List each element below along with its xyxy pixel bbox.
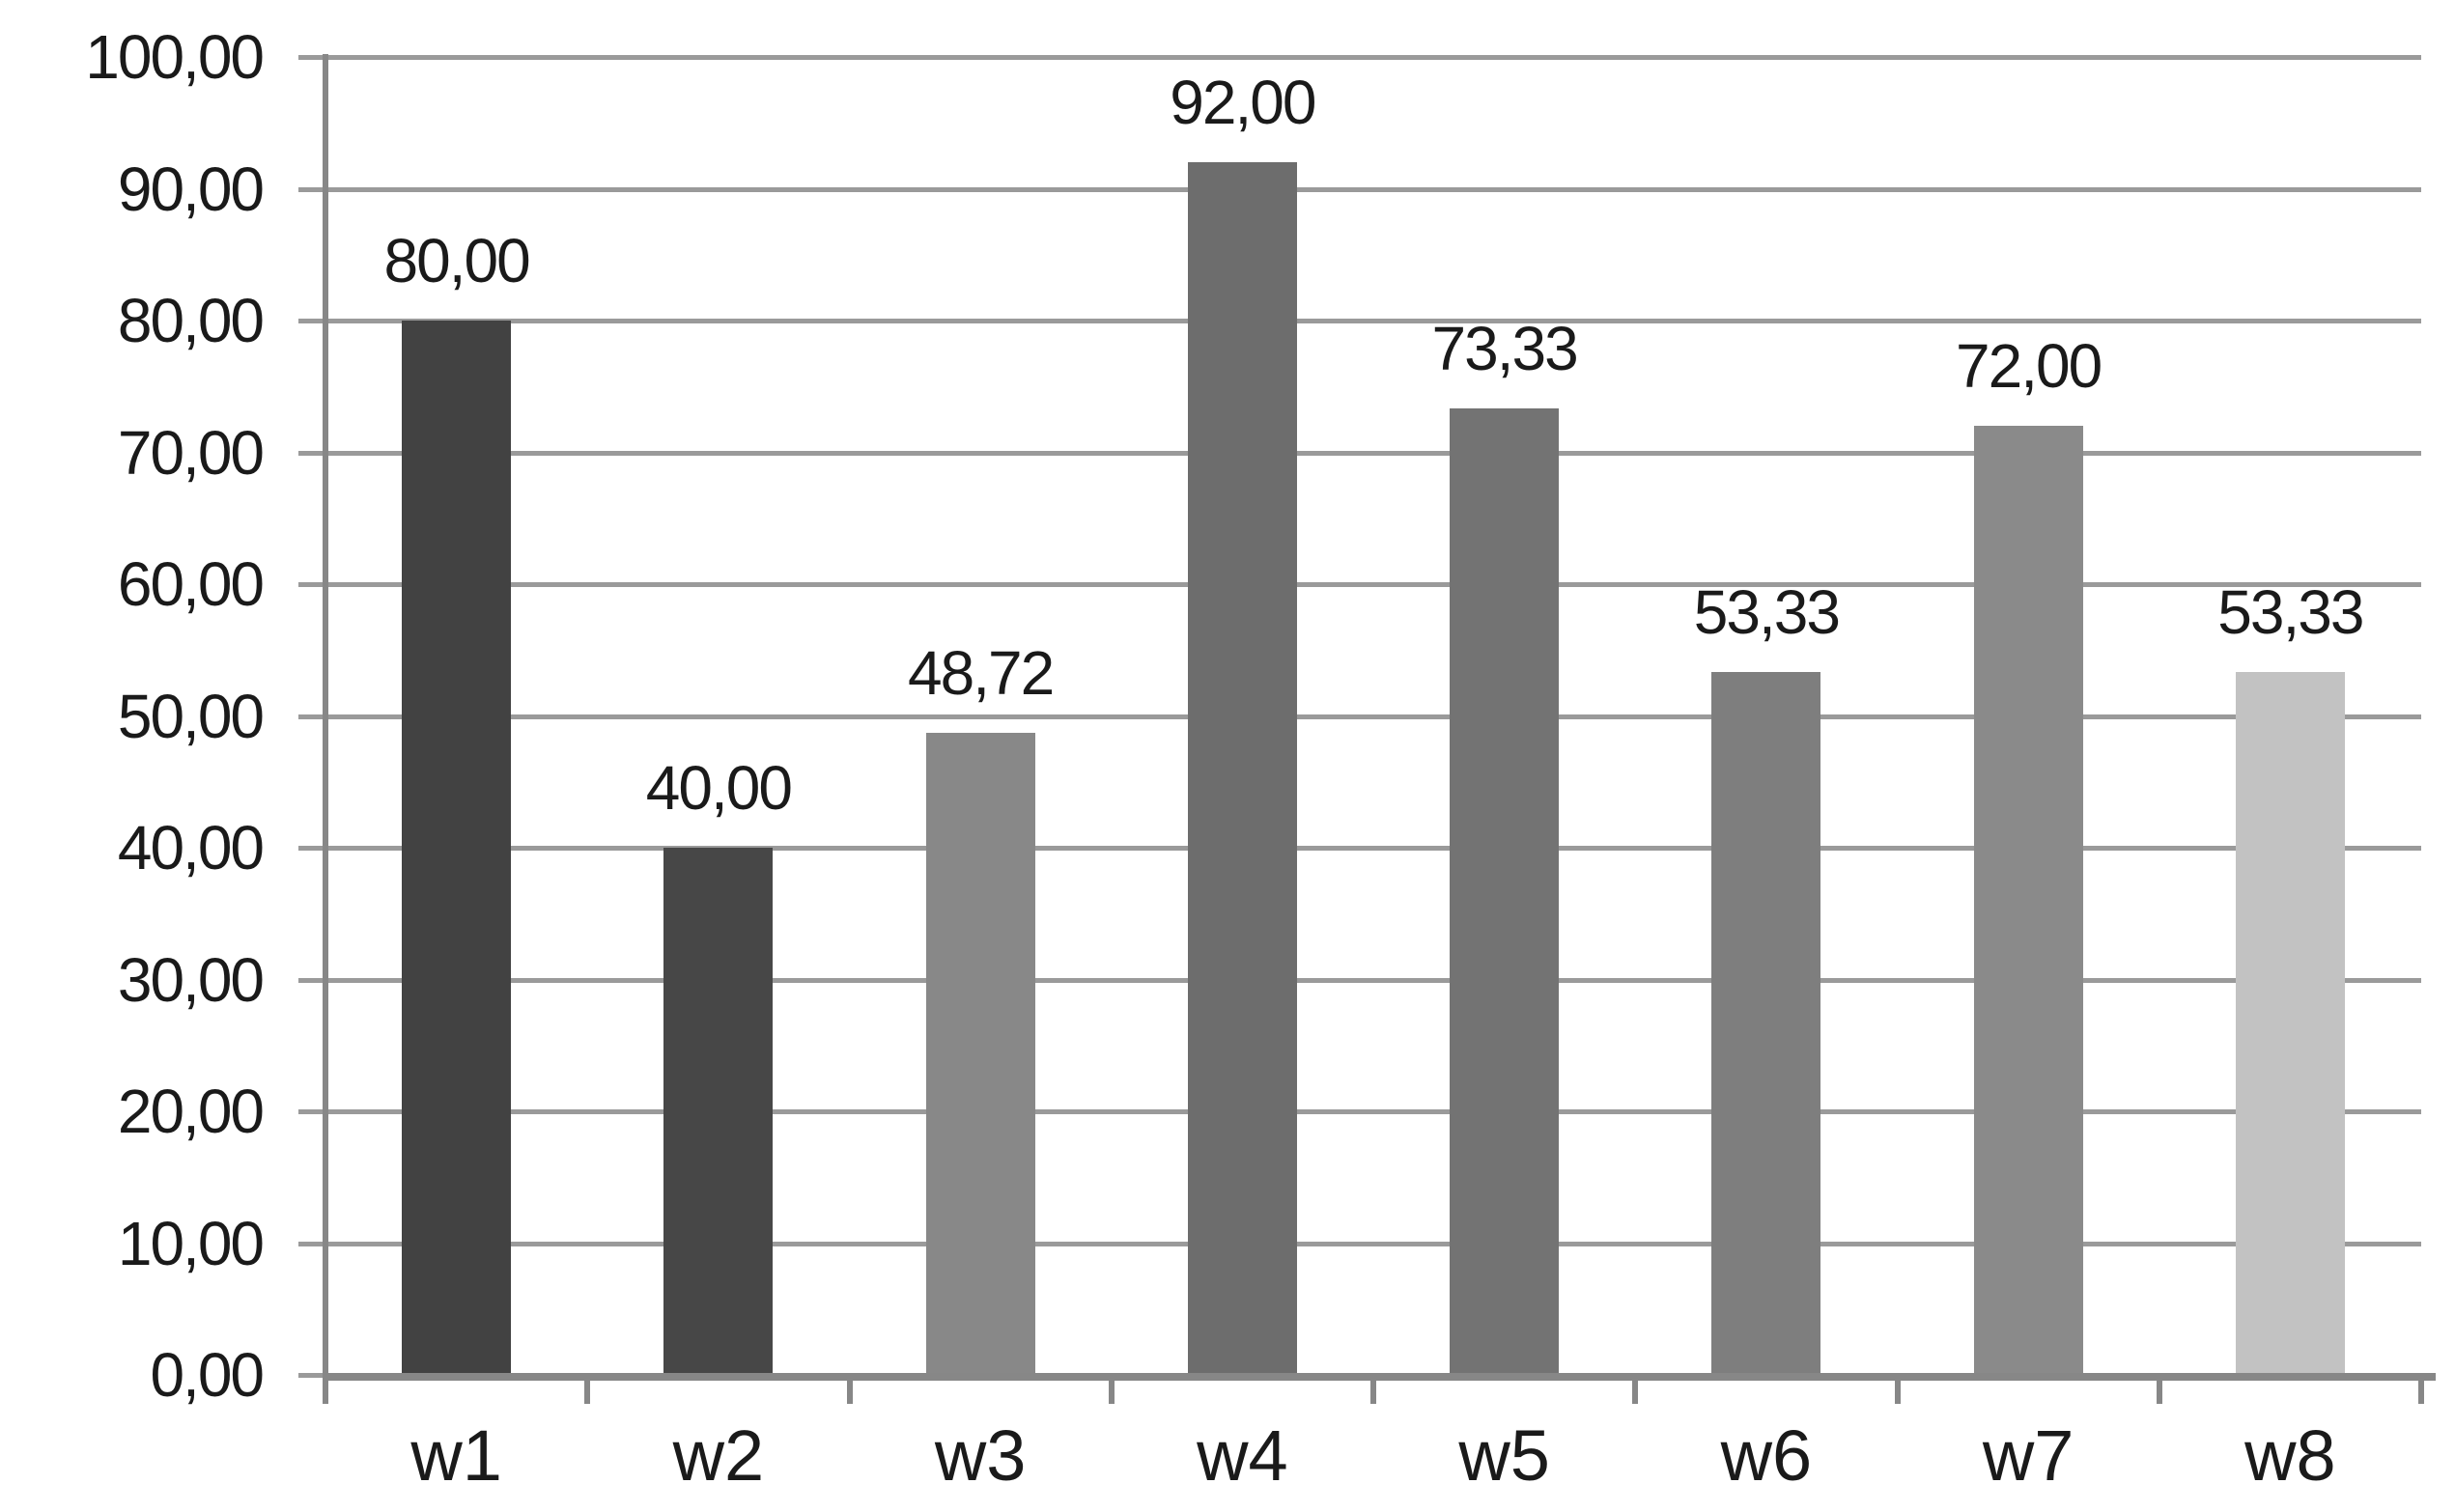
bar-w4 [1187,162,1297,1381]
gridline [298,186,2421,192]
bar-value-label: 72,00 [1956,331,2102,402]
gridline [298,1241,2421,1246]
y-axis-tick-label: 90,00 [117,154,265,224]
gridline [298,714,2421,719]
bar-value-label: 80,00 [383,226,531,295]
gridline [298,450,2421,456]
bar-value-label: 40,00 [645,753,793,823]
bar-w1 [402,321,512,1381]
bar-w3 [925,732,1035,1381]
y-axis-tick-label: 100,00 [85,22,265,92]
bar-value-label: 73,33 [1431,314,1579,384]
bar-w6 [1711,672,1821,1381]
bar-w7 [1973,426,2083,1381]
gridline [298,582,2421,587]
x-axis-category-label: w6 [1720,1415,1813,1496]
gridline [298,319,2421,323]
gridline [298,1109,2421,1114]
y-axis-tick-label: 0,00 [150,1340,265,1410]
x-axis-category-label: w8 [2244,1415,2336,1496]
x-axis-category-label: w7 [1982,1415,2074,1496]
y-axis-tick-label: 80,00 [117,286,265,355]
gridline [298,846,2421,851]
bar-value-label: 48,72 [908,637,1055,708]
y-axis-tick-label: 20,00 [117,1077,265,1146]
bar-w5 [1450,408,1560,1381]
x-axis-category-label: w3 [934,1415,1027,1496]
x-axis-category-label: w1 [410,1415,502,1496]
x-axis-tick [1108,1375,1115,1404]
y-axis-line [323,54,328,1404]
x-axis-tick [584,1375,591,1404]
gridline [298,977,2421,983]
y-axis-tick-label: 50,00 [117,681,265,751]
x-axis-tick [2156,1375,2162,1404]
x-axis-tick [1894,1375,1901,1404]
y-axis-tick-label: 30,00 [117,944,265,1015]
x-axis-category-label: w2 [672,1415,765,1496]
x-axis-tick [1370,1375,1376,1404]
x-axis-tick [2418,1375,2424,1404]
x-axis-line [323,1373,2436,1381]
x-axis-tick [1632,1375,1639,1404]
gridline [298,55,2421,60]
y-axis-tick-label: 40,00 [117,813,265,882]
y-axis-tick-label: 60,00 [117,549,265,619]
x-axis-category-label: w4 [1197,1415,1288,1496]
x-axis-tick [846,1375,853,1404]
y-axis-tick-label: 10,00 [117,1208,265,1278]
bar-w2 [663,848,774,1381]
bar-value-label: 92,00 [1170,68,1316,138]
x-axis-category-label: w5 [1458,1415,1550,1496]
bar-value-label: 53,33 [2217,577,2364,648]
bar-value-label: 53,33 [1693,577,1841,648]
y-axis-tick-label: 70,00 [117,417,265,488]
bar-w8 [2235,672,2345,1381]
